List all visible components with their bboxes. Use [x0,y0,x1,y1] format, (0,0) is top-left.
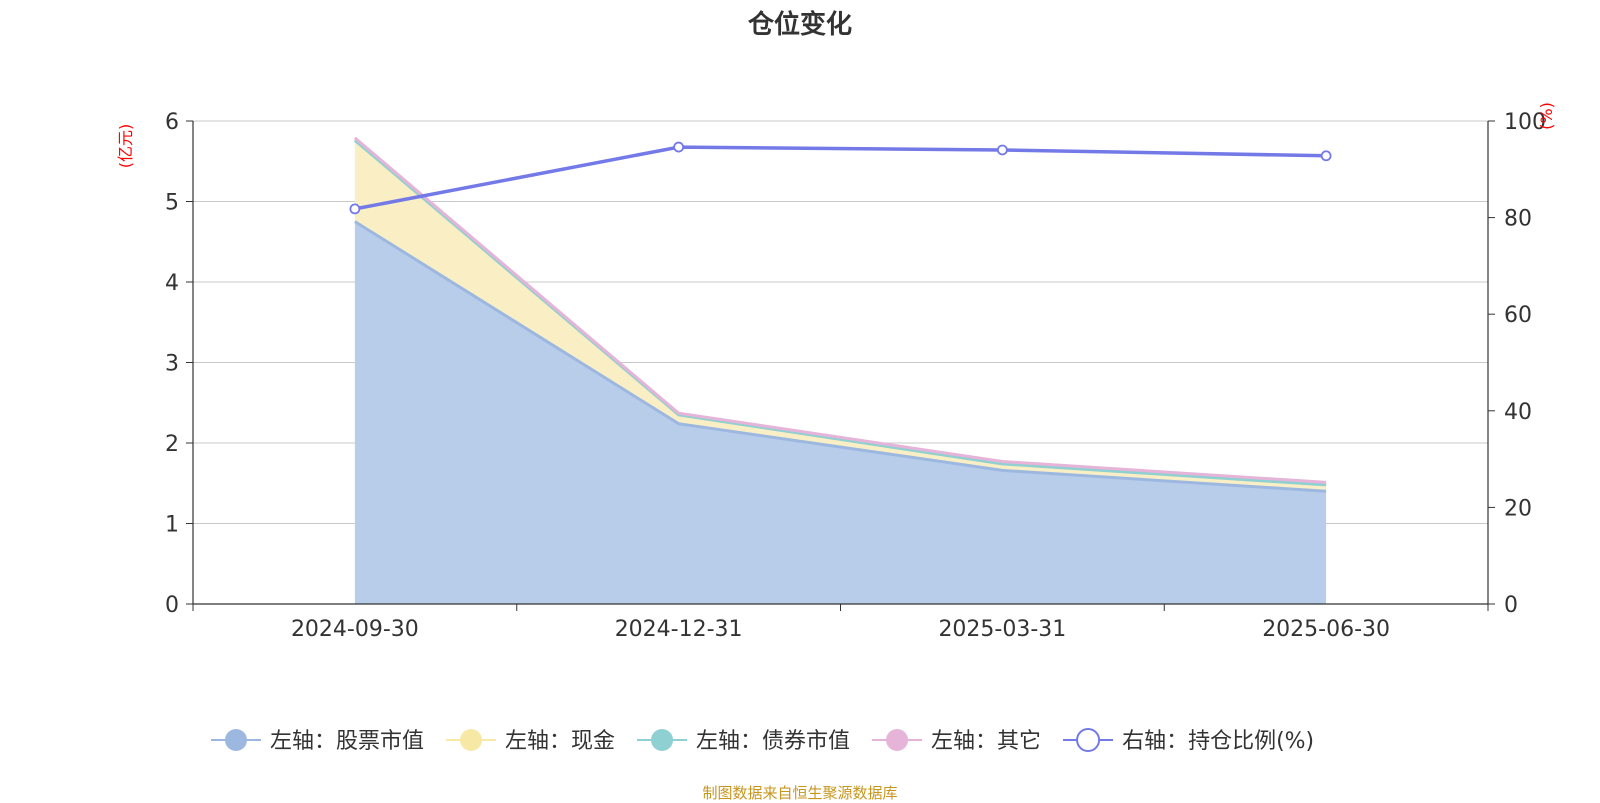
legend-label: 左轴：现金 [505,729,615,754]
series-line-左轴：其它 [353,136,1327,484]
holding-ratio-line [354,145,1327,211]
right-axis-tick-label: 40 [1504,400,1532,425]
source-note: 制图数据来自恒生聚源数据库 [702,784,898,802]
legend-swatch-marker [651,729,674,751]
left-axis-unit-label: (亿元) [116,124,135,169]
area-左轴：股票市值 [354,221,1327,604]
left-axis-tick-label: 0 [165,593,179,618]
right-axis-tick-label: 80 [1504,207,1532,232]
legend-swatch-marker [460,729,483,751]
left-axis-tick-label: 2 [165,432,179,457]
chart-title: 仓位变化 [747,10,852,40]
series-line-左轴：债券市值 [353,139,1327,487]
legend-swatch-marker [886,729,909,751]
left-axis-tick-label: 5 [165,191,179,216]
left-axis-tick-label: 1 [165,513,179,538]
right-axis-tick-label: 100 [1504,110,1546,135]
legend-label: 左轴：其它 [931,729,1041,754]
holding-ratio-point [996,144,1008,156]
legend-label: 左轴：债券市值 [696,729,850,754]
holding-ratio-point [673,141,685,153]
x-axis-tick-label: 2025-06-30 [1262,617,1390,642]
left-axis-tick-label: 6 [165,110,179,135]
right-axis-tick-label: 0 [1504,593,1518,618]
x-axis-tick-label: 2024-09-30 [291,617,419,642]
left-axis-tick-label: 3 [165,352,179,377]
legend-label: 左轴：股票市值 [270,729,424,754]
holding-ratio-point [1320,150,1332,162]
holding-ratio-point [349,203,361,215]
right-axis-tick-label: 20 [1504,496,1532,521]
legend-swatch-marker [225,729,247,751]
right-axis-unit-label: (%) [1537,102,1556,130]
series-line-左轴：股票市值 [354,220,1327,493]
legend-label: 右轴：持仓比例(%) [1122,729,1314,754]
x-axis-tick-label: 2025-03-31 [938,617,1066,642]
x-axis-tick-label: 2024-12-31 [615,617,743,642]
left-axis-tick-label: 4 [165,271,179,296]
legend-swatch-marker [1076,728,1101,752]
area-左轴：现金 [354,140,1327,492]
right-axis-tick-label: 60 [1504,303,1532,328]
